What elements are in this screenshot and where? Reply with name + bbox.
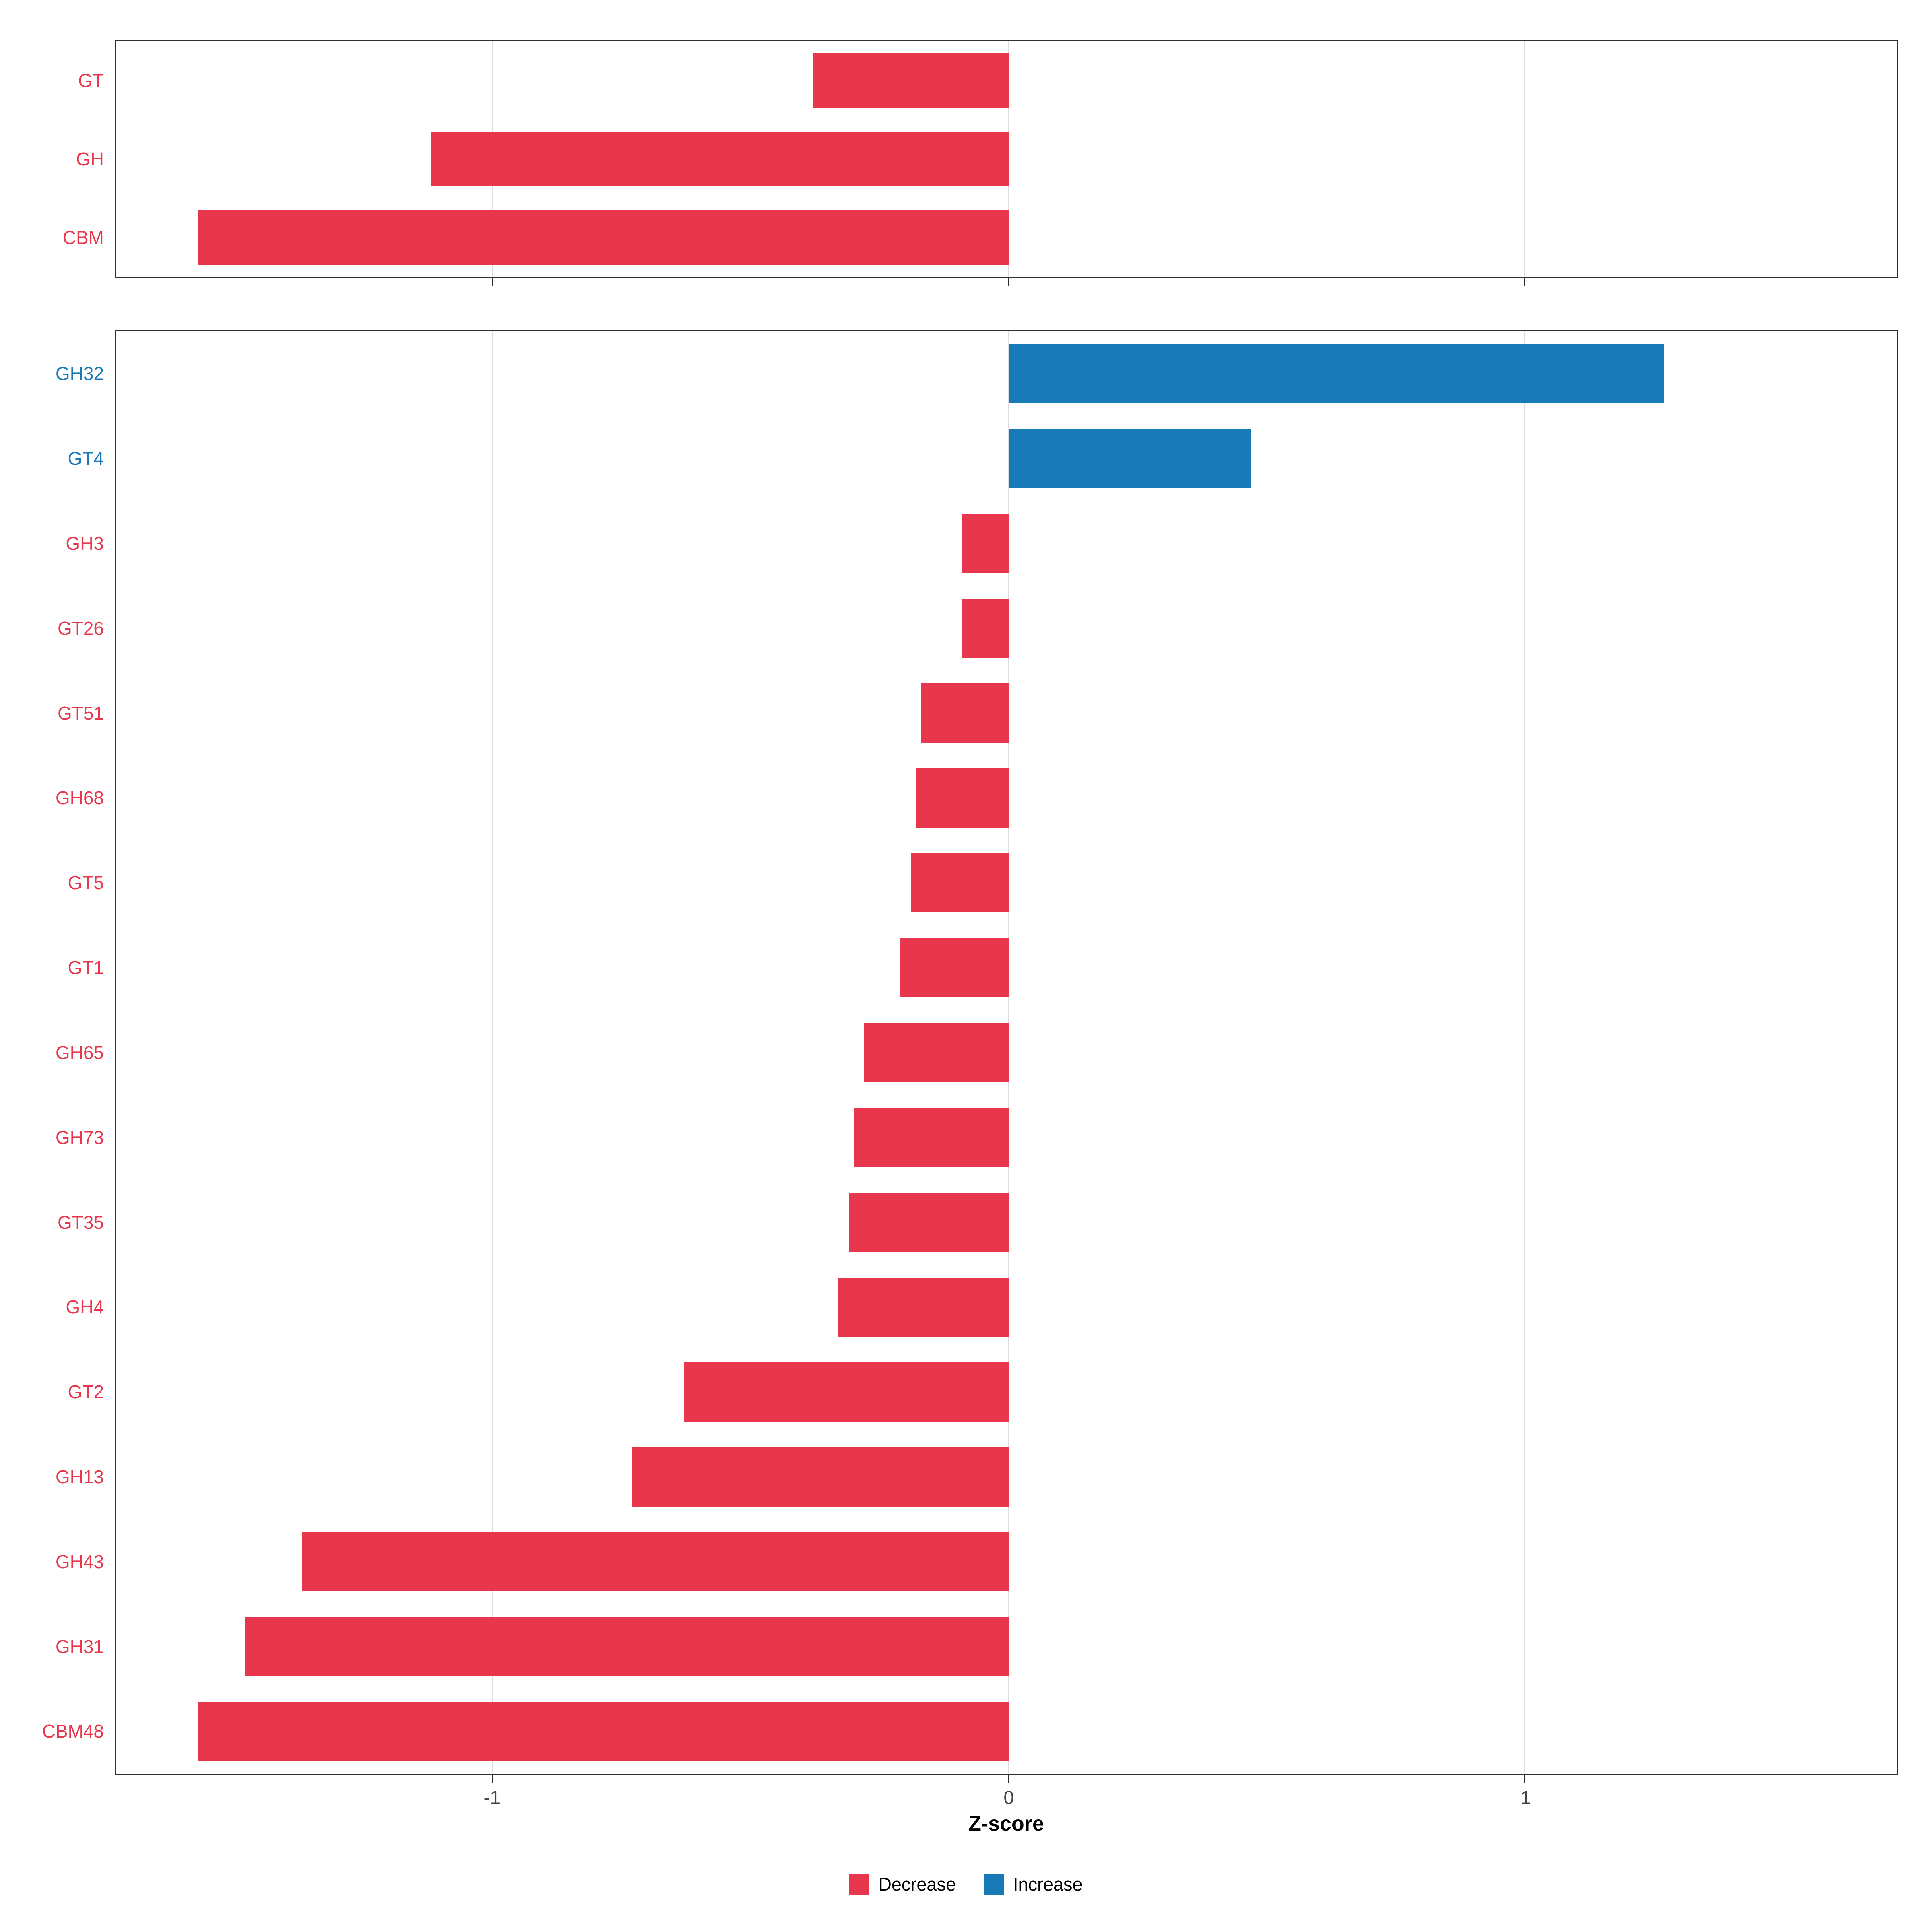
bar-GH31	[245, 1616, 1009, 1676]
bar-GH4	[838, 1277, 1009, 1337]
bar-GT26	[962, 599, 1009, 658]
y-axis-label-GT: GT	[78, 70, 104, 91]
gridline-x-1	[1524, 331, 1526, 1774]
bar-GT51	[921, 683, 1009, 743]
legend: Decrease Increase	[0, 1874, 1932, 1895]
decrease-swatch-icon	[849, 1874, 870, 1895]
bar-row-GH13: GH13	[56, 1435, 1897, 1519]
bar-row-GH3: GH3	[66, 501, 1897, 586]
bar-GH	[431, 131, 1009, 187]
bar-row-CBM48: CBM48	[42, 1689, 1897, 1774]
legend-item-decrease: Decrease	[849, 1874, 956, 1895]
y-axis-label-GH65: GH65	[55, 1042, 104, 1063]
bar-row-CBM: CBM	[63, 198, 1897, 277]
x-axis-tick-labels: -1 0 1	[115, 1775, 1898, 1809]
bar-GH65	[864, 1023, 1009, 1082]
legend-item-increase: Increase	[984, 1874, 1083, 1895]
tick-mark-x-1	[1524, 278, 1526, 286]
bar-row-GT1: GT1	[68, 925, 1897, 1010]
bar-GT5	[910, 853, 1009, 913]
x-axis-title-row: Z-score	[115, 1812, 1898, 1836]
tick-mark-x--1	[492, 278, 493, 286]
bar-GH68	[916, 768, 1009, 828]
x-tick-label--1: -1	[483, 1787, 501, 1808]
increase-swatch-icon	[984, 1874, 1004, 1895]
y-axis-label-GT4: GT4	[68, 448, 104, 469]
y-axis-label-GH68: GH68	[55, 787, 104, 809]
bar-GT	[813, 53, 1009, 108]
bar-row-GH31: GH31	[56, 1604, 1897, 1689]
panel-top: GT GH CBM	[63, 40, 1898, 286]
bar-GH73	[854, 1107, 1009, 1167]
bar-GH13	[632, 1447, 1009, 1507]
bar-GH3	[962, 514, 1009, 573]
y-axis-label-GT2: GT2	[68, 1381, 104, 1403]
y-axis-label-GT26: GT26	[57, 617, 104, 639]
gridline-x-1	[1524, 41, 1526, 277]
y-axis-label-GT5: GT5	[68, 872, 104, 894]
gridline-x-0	[1008, 331, 1009, 1774]
tick-mark-x-0	[1008, 1775, 1009, 1783]
bar-row-GT4: GT4	[68, 416, 1897, 501]
tick-mark-x--1	[492, 1775, 493, 1783]
x-tick-label-0: 0	[1003, 1787, 1014, 1808]
bar-row-GH65: GH65	[56, 1010, 1897, 1095]
zscore-bar-chart: GT GH CBM GH32 GT4 GH3 GT26 GT51 GH68 GT5 GT1 GH65…	[0, 40, 1932, 1895]
y-axis-label-GH31: GH31	[55, 1636, 104, 1657]
y-axis-label-GH13: GH13	[55, 1466, 104, 1487]
bar-GT4	[1009, 429, 1252, 488]
bar-row-GT5: GT5	[68, 840, 1897, 925]
bar-GH32	[1009, 344, 1664, 404]
y-axis-label-GT51: GT51	[57, 702, 104, 724]
bar-GT35	[848, 1192, 1009, 1252]
y-axis-label-GH73: GH73	[55, 1127, 104, 1148]
bar-row-GH4: GH4	[66, 1265, 1897, 1350]
legend-label-increase: Increase	[1013, 1874, 1083, 1895]
y-axis-label-CBM48: CBM48	[42, 1721, 104, 1742]
panel-bottom: GH32 GT4 GH3 GT26 GT51 GH68 GT5 GT1 GH65 GH73 GT35…	[42, 330, 1898, 1783]
bar-row-GH43: GH43	[56, 1519, 1897, 1604]
bar-row-GH68: GH68	[56, 755, 1897, 840]
bar-GH43	[301, 1532, 1009, 1591]
y-axis-label-GH4: GH4	[66, 1296, 104, 1318]
bar-row-GT26: GT26	[58, 586, 1897, 671]
y-axis-label-GH43: GH43	[55, 1551, 104, 1572]
bar-CBM	[198, 210, 1009, 265]
bar-row-GT35: GT35	[58, 1180, 1897, 1265]
bar-row-GH32: GH32	[56, 331, 1897, 416]
y-axis-label-GH: GH	[76, 148, 104, 169]
bar-GT1	[900, 938, 1009, 997]
gridline-x--1	[492, 331, 493, 1774]
bar-row-GH73: GH73	[56, 1095, 1897, 1180]
y-axis-label-GT35: GT35	[57, 1212, 104, 1233]
legend-label-decrease: Decrease	[878, 1874, 956, 1895]
bar-GT2	[683, 1362, 1009, 1422]
y-axis-label-GT1: GT1	[68, 957, 104, 978]
y-axis-label-CBM: CBM	[62, 227, 104, 248]
tick-mark-x-1	[1524, 1775, 1526, 1783]
bar-row-GH: GH	[76, 120, 1897, 198]
bar-row-GT: GT	[78, 41, 1897, 120]
x-tick-label-1: 1	[1520, 1787, 1531, 1808]
bar-CBM48	[198, 1701, 1009, 1761]
bar-row-GT2: GT2	[68, 1350, 1897, 1435]
x-axis-title: Z-score	[968, 1812, 1044, 1835]
bar-row-GT51: GT51	[58, 671, 1897, 755]
y-axis-label-GH32: GH32	[55, 363, 104, 384]
y-axis-label-GH3: GH3	[66, 533, 104, 554]
tick-mark-x-0	[1008, 278, 1009, 286]
gridline-x-0	[1008, 41, 1009, 277]
